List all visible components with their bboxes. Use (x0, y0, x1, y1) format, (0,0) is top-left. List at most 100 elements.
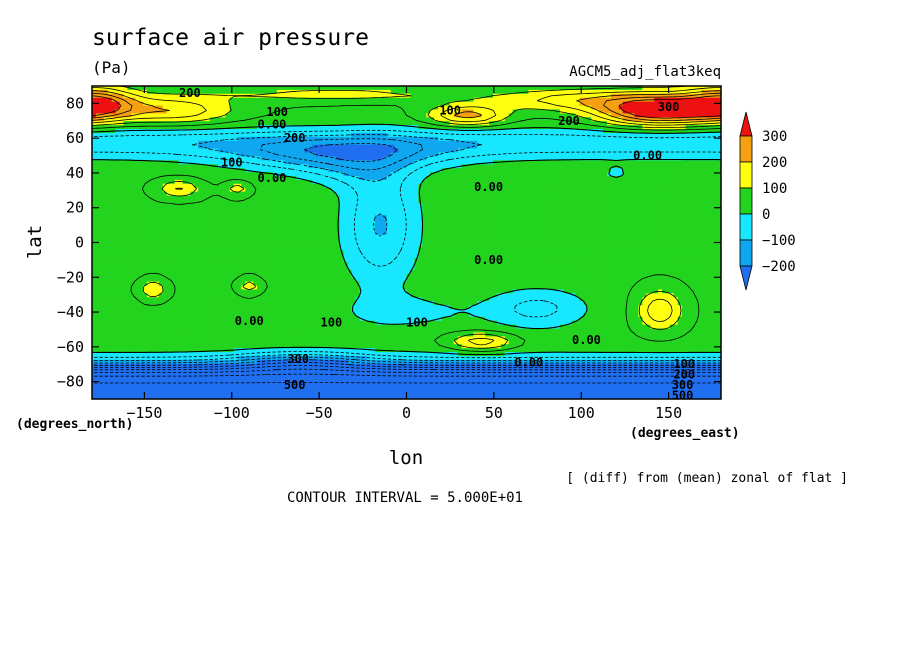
contour-cell (182, 184, 187, 189)
contour-cell (642, 192, 647, 197)
contour-cell (713, 199, 718, 204)
contour-cell (556, 176, 561, 181)
contour-cell (666, 149, 671, 154)
contour-cell (658, 196, 663, 201)
contour-cell (450, 141, 455, 146)
contour-cell (505, 180, 510, 185)
contour-cell (399, 141, 404, 146)
contour-cell (591, 199, 596, 204)
contour-cell (407, 176, 412, 181)
contour-cell (312, 160, 317, 165)
contour-cell (131, 203, 136, 208)
contour-cell (697, 133, 702, 138)
contour-cell (473, 129, 478, 134)
contour-cell (340, 113, 345, 118)
contour-cell (120, 168, 125, 173)
contour-cell (171, 188, 176, 193)
contour-cell (344, 203, 349, 208)
contour-cell (560, 184, 565, 189)
contour-cell (615, 149, 620, 154)
contour-cell (670, 199, 675, 204)
contour-cell (367, 184, 372, 189)
contour-cell (697, 160, 702, 165)
contour-cell (182, 172, 187, 177)
contour-cell (690, 199, 695, 204)
contour-cell (654, 203, 659, 208)
contour-cell (155, 184, 160, 189)
contour-cell (709, 160, 714, 165)
contour-cell (611, 153, 616, 158)
contour-cell (214, 172, 219, 177)
contour-cell (560, 98, 565, 103)
contour-cell (163, 176, 168, 181)
contour-cell (296, 172, 301, 177)
contour-cell (332, 180, 337, 185)
contour-cell (410, 98, 415, 103)
contour-cell (120, 133, 125, 138)
contour-cell (709, 203, 714, 208)
contour-cell (285, 196, 290, 201)
contour-cell (572, 164, 577, 169)
contour-cell (576, 180, 581, 185)
contour-cell (395, 188, 400, 193)
contour-cell (528, 141, 533, 146)
contour-cell (127, 145, 132, 150)
contour-cell (501, 199, 506, 204)
contour-cell (395, 192, 400, 197)
contour-cell (521, 180, 526, 185)
contour-cell (214, 176, 219, 181)
contour-cell (469, 203, 474, 208)
contour-cell (383, 199, 388, 204)
contour-cell (116, 160, 121, 165)
contour-cell (249, 176, 254, 181)
contour-cell (556, 160, 561, 165)
contour-cell (261, 196, 266, 201)
contour-cell (336, 184, 341, 189)
contour-cell (524, 133, 529, 138)
contour-cell (454, 180, 459, 185)
contour-cell (517, 199, 522, 204)
contour-cell (458, 90, 463, 95)
contour-cell (650, 106, 655, 111)
contour-cell (481, 168, 486, 173)
contour-cell (123, 192, 128, 197)
contour-cell (336, 102, 341, 107)
contour-cell (332, 153, 337, 158)
contour-cell (96, 160, 101, 165)
contour-cell (623, 153, 628, 158)
contour-cell (426, 184, 431, 189)
contour-cell (572, 188, 577, 193)
contour-cell (579, 106, 584, 111)
contour-cell (190, 133, 195, 138)
contour-cell (524, 172, 529, 177)
contour-cell (548, 113, 553, 118)
contour-cell (210, 121, 215, 126)
contour-cell (320, 113, 325, 118)
contour-cell (611, 141, 616, 146)
contour-cell (666, 160, 671, 165)
contour-cell (178, 117, 183, 122)
contour-cell (100, 141, 105, 146)
contour-cell (434, 102, 439, 107)
contour-cell (182, 164, 187, 169)
contour-cell (414, 192, 419, 197)
contour-cell (120, 192, 125, 197)
contour-cell (591, 203, 596, 208)
contour-cell (407, 184, 412, 189)
contour-cell (344, 141, 349, 146)
contour-cell (595, 203, 600, 208)
contour-cell (371, 133, 376, 138)
contour-cell (355, 129, 360, 134)
contour-cell (237, 203, 242, 208)
contour-cell (418, 153, 423, 158)
contour-cell (587, 137, 592, 142)
contour-cell (532, 180, 537, 185)
contour-cell (638, 164, 643, 169)
contour-cell (410, 180, 415, 185)
contour-cell (135, 203, 140, 208)
contour-cell (493, 149, 498, 154)
contour-cell (285, 98, 290, 103)
contour-cell (489, 196, 494, 201)
contour-cell (367, 129, 372, 134)
contour-cell (662, 168, 667, 173)
